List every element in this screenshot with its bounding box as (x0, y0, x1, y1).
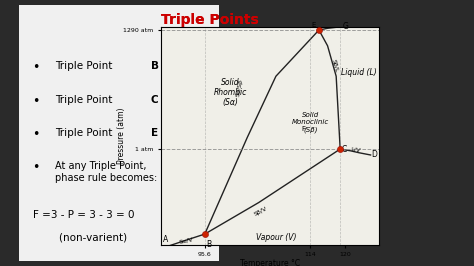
Text: •: • (33, 95, 40, 108)
Text: Liquid (L): Liquid (L) (341, 68, 377, 77)
Text: Sα/Sβ: Sα/Sβ (236, 78, 244, 97)
Text: Sβ/V: Sβ/V (253, 206, 268, 217)
Text: Triple Point: Triple Point (55, 95, 116, 105)
Text: •: • (33, 161, 40, 174)
Text: B: B (207, 240, 211, 249)
Text: G: G (343, 22, 349, 31)
Text: Vapour (V): Vapour (V) (255, 232, 296, 242)
Text: At any Triple Point,
phase rule becomes:: At any Triple Point, phase rule becomes: (55, 161, 158, 183)
Text: F: F (302, 126, 306, 132)
Text: Sβ/L: Sβ/L (330, 59, 339, 73)
Text: Solid
Rhombic
(Sα): Solid Rhombic (Sα) (213, 78, 246, 107)
Text: B: B (151, 61, 159, 72)
Text: (non-varient): (non-varient) (46, 232, 128, 243)
Text: D: D (372, 151, 378, 160)
Text: Sα/V: Sα/V (178, 236, 193, 244)
Text: Solid
Monoclinic
(Sβ): Solid Monoclinic (Sβ) (292, 112, 329, 132)
Text: C: C (342, 144, 347, 153)
Text: F =3 - P = 3 - 3 = 0: F =3 - P = 3 - 3 = 0 (33, 210, 134, 220)
Text: •: • (33, 128, 40, 141)
Text: •: • (33, 61, 40, 74)
X-axis label: Temperature °C: Temperature °C (240, 259, 300, 266)
Text: Triple Point: Triple Point (55, 61, 116, 72)
Text: Triple Point: Triple Point (55, 128, 116, 138)
Text: Triple Points: Triple Points (161, 13, 259, 27)
FancyBboxPatch shape (19, 5, 219, 261)
Text: A: A (163, 235, 168, 244)
Text: E: E (312, 22, 316, 28)
Text: Triple Points: Triple Points (161, 13, 259, 27)
Text: E: E (151, 128, 158, 138)
Text: C: C (151, 95, 158, 105)
Text: L/V: L/V (350, 146, 361, 153)
Text: Pressure (atm): Pressure (atm) (118, 107, 127, 164)
